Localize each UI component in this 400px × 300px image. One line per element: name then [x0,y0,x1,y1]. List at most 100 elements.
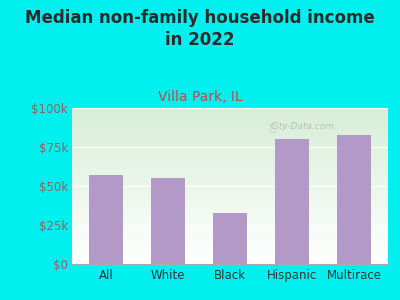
Bar [72,176,388,177]
Bar [72,184,388,185]
Bar [337,134,371,264]
Bar [72,208,388,209]
Bar [72,142,388,143]
Text: Median non-family household income
in 2022: Median non-family household income in 20… [25,9,375,49]
Bar [72,154,388,155]
Bar [72,161,388,162]
Bar [72,228,388,229]
Bar [72,229,388,230]
Bar [72,225,388,226]
Bar [72,135,388,136]
Bar [72,221,388,222]
Bar [72,234,388,235]
Bar [72,204,388,205]
Bar [72,139,388,140]
Text: Villa Park, IL: Villa Park, IL [158,90,242,104]
Bar [72,187,388,188]
Bar [89,175,123,264]
Bar [72,186,388,187]
Bar [213,212,247,264]
Bar [72,134,388,135]
Bar [275,139,309,264]
Bar [72,191,388,192]
Bar [72,115,388,116]
Bar [72,171,388,172]
Bar [72,112,388,113]
Bar [72,158,388,159]
Bar [72,180,388,181]
Bar [72,129,388,130]
Bar [72,214,388,215]
Bar [72,168,388,169]
Bar [72,127,388,128]
Bar [72,233,388,234]
Bar [72,194,388,195]
Bar [72,222,388,223]
Bar [72,230,388,231]
Bar [72,147,388,148]
Bar [72,256,388,257]
Bar [72,167,388,168]
Bar [72,136,388,137]
Bar [72,210,388,211]
Bar [72,153,388,154]
Bar [72,164,388,165]
Bar [72,144,388,145]
Bar [72,166,388,167]
Bar [72,114,388,115]
Bar [72,122,388,123]
Bar [72,218,388,219]
Bar [72,151,388,152]
Bar [72,157,388,158]
Bar [72,242,388,243]
Bar [72,170,388,171]
Bar [72,193,388,194]
Bar [72,246,388,247]
Bar [72,203,388,204]
Bar [72,207,388,208]
Bar [72,231,388,232]
Bar [72,113,388,114]
Bar [72,224,388,225]
Bar [72,202,388,203]
Bar [72,140,388,141]
Bar [72,128,388,129]
Bar [72,240,388,241]
Bar [72,205,388,206]
Bar [72,258,388,259]
Bar [72,177,388,178]
Bar [72,146,388,147]
Bar [72,174,388,175]
Bar [72,226,388,227]
Bar [72,173,388,174]
Bar [72,212,388,213]
Bar [72,236,388,237]
Bar [72,132,388,133]
Bar [72,253,388,254]
Bar [72,172,388,173]
Bar [72,227,388,228]
Bar [72,145,388,146]
Bar [72,249,388,250]
Bar [72,235,388,236]
Bar [72,118,388,119]
Bar [72,116,388,117]
Bar [72,251,388,252]
Bar [72,123,388,124]
Bar [72,150,388,151]
Bar [72,260,388,261]
Bar [72,178,388,179]
Bar [72,162,388,163]
Bar [72,156,388,157]
Bar [72,213,388,214]
Bar [72,238,388,239]
Bar [72,175,388,176]
Bar [72,262,388,263]
Bar [72,261,388,262]
Bar [72,163,388,164]
Bar [72,143,388,144]
Bar [72,209,388,210]
Bar [72,257,388,258]
Bar [72,200,388,201]
Bar [72,259,388,260]
